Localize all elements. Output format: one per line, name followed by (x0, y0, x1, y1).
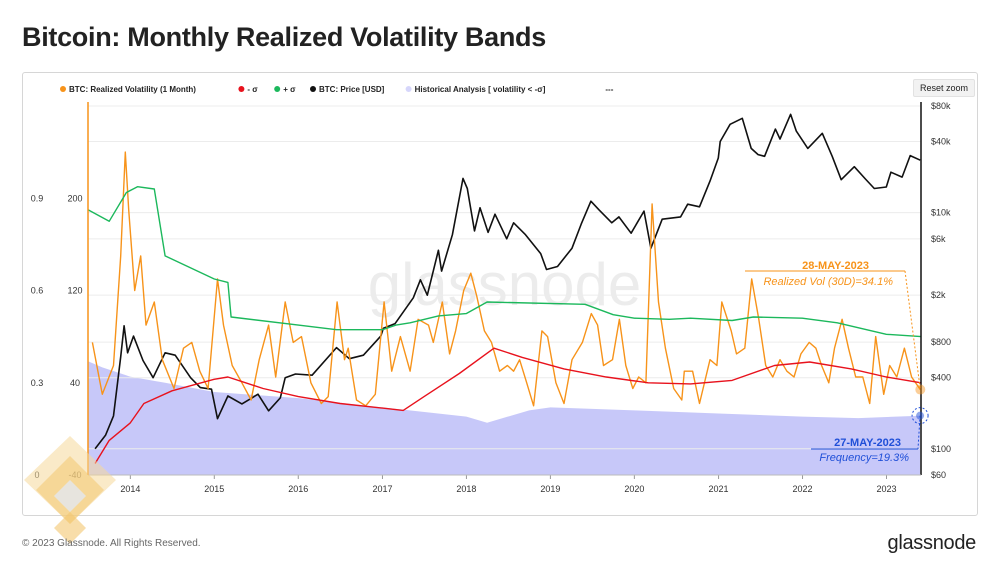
chart-panel: glassnode $60 $100 $400 $800 $2k $6k $10k $40k $… (22, 72, 978, 516)
volatility-tick-label: 200 (67, 193, 82, 203)
minus-sigma-line (94, 347, 922, 464)
volatility-tick-label: 40 (70, 378, 80, 388)
annotation-vol-date: 28-MAY-2023 (802, 260, 869, 272)
legend-label: Historical Analysis [ volatility < -σ] (415, 85, 546, 94)
x-tick-label: 2017 (372, 484, 392, 494)
chart: glassnode $60 $100 $400 $800 $2k $6k $10k $40k $… (31, 85, 951, 494)
annotation-freq-date: 27-MAY-2023 (834, 437, 901, 449)
annotation-vol-text: Realized Vol (30D)=34.1% (763, 276, 893, 288)
x-tick-label: 2021 (709, 484, 729, 494)
price-tick-label: $800 (931, 337, 951, 347)
annotation-vol-leader (904, 270, 921, 390)
page-title: Bitcoin: Monthly Realized Volatility Ban… (22, 22, 546, 52)
frequency-tick-label: 0.3 (31, 378, 44, 388)
legend-swatch (60, 86, 66, 92)
price-tick-label: $2k (931, 290, 946, 300)
btc-realized-volatility-1-month-line (91, 151, 921, 407)
x-tick-label: 2019 (540, 484, 560, 494)
frequency-tick-label: 0.6 (31, 286, 44, 296)
brand-wordmark: glassnode (887, 532, 977, 554)
x-tick-label: 2023 (876, 484, 896, 494)
historical-frequency-area (88, 361, 921, 475)
legend-label: - σ (247, 85, 258, 94)
annotation-freq-text: Frequency=19.3% (819, 452, 909, 464)
frequency-tick-label: 0.9 (31, 193, 44, 203)
legend-label: + σ (283, 85, 296, 94)
btc-price-usd-line (94, 113, 921, 450)
price-tick-label: $40k (931, 137, 951, 147)
legend-swatch (274, 86, 281, 92)
reset-zoom-button[interactable]: Reset zoom (913, 79, 976, 97)
x-tick-label: 2016 (288, 484, 308, 494)
legend-label: BTC: Realized Volatility (1 Month) (69, 85, 196, 94)
volatility-tick-label: 120 (67, 286, 82, 296)
x-tick-label: 2018 (456, 484, 476, 494)
price-tick-label: $10k (931, 208, 951, 218)
price-tick-label: $80k (931, 101, 951, 111)
copyright-text: © 2023 Glassnode. All Rights Reserved. (22, 538, 201, 549)
x-tick-label: 2015 (204, 484, 224, 494)
legend-swatch (405, 86, 412, 92)
glassnode-diamond-logo (24, 436, 116, 546)
annotation-freq-leader (917, 415, 921, 450)
annotation-vol-marker (915, 384, 926, 395)
plus-sigma-line (87, 186, 922, 338)
annotation-freq-ring (911, 407, 929, 425)
legend-swatch (238, 86, 245, 92)
price-tick-label: $100 (931, 444, 951, 454)
x-tick-label: 2014 (120, 484, 140, 494)
price-tick-label: $6k (931, 234, 946, 244)
x-tick-label: 2020 (624, 484, 644, 494)
price-tick-label: $400 (931, 373, 951, 383)
watermark-text: glassnode (368, 251, 642, 318)
legend-swatch (310, 86, 316, 92)
price-tick-label: $60 (931, 470, 946, 480)
legend-label: --- (605, 85, 613, 94)
x-tick-label: 2022 (793, 484, 813, 494)
legend-label: BTC: Price [USD] (319, 85, 385, 94)
